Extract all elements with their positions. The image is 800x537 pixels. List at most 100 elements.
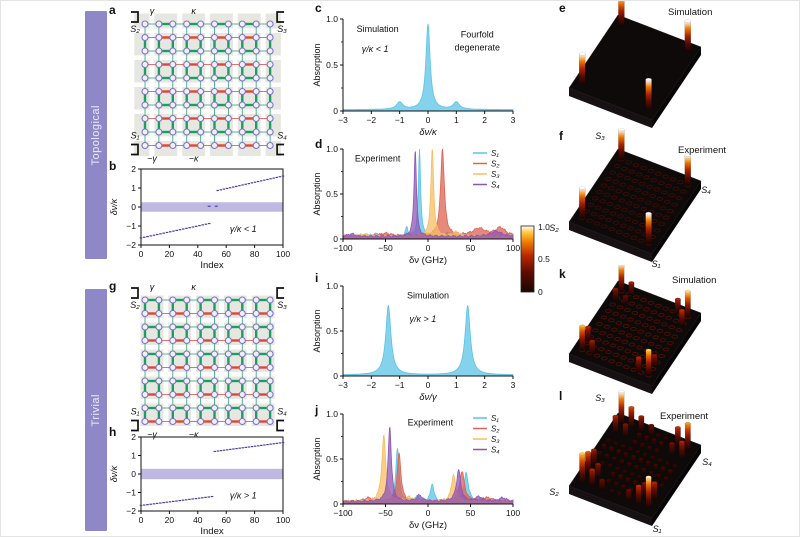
svg-text:80: 80 — [250, 249, 260, 259]
heat-colorbar: 1.0 0.5 0 — [520, 222, 550, 297]
series-sim — [342, 304, 514, 377]
sidebar-topological-label: Topological — [90, 104, 102, 166]
series-S₁ — [342, 448, 514, 505]
svg-text:50: 50 — [466, 508, 476, 518]
svg-text:S₁: S₁ — [131, 131, 140, 141]
panel-f-experiment-3d-bars: S₃ S₂ S₄ S₁ Experiment — [549, 127, 726, 269]
svg-text:Index: Index — [200, 260, 223, 271]
series-S₄ — [342, 151, 514, 240]
lattice-nodes — [141, 20, 274, 150]
svg-text:0: 0 — [139, 515, 144, 525]
series-S₂ — [342, 452, 514, 505]
svg-text:γ: γ — [150, 282, 155, 292]
panel-a-topological-lattice: γ κ −γ −κ S₂ S₃ S₁ S₄ — [130, 6, 287, 164]
svg-text:0: 0 — [333, 499, 338, 509]
panel-letter-l: l — [559, 389, 563, 403]
eigenvalue-points — [139, 175, 285, 239]
svg-text:−100: −100 — [333, 508, 352, 518]
panel-b-spectrum-chart: 0 20 40 60 80 100 −2 −1 0 1 2 γ/κ < 1 Index δν/κ — [109, 164, 290, 271]
svg-text:−2: −2 — [126, 506, 136, 516]
svg-text:−3: −3 — [338, 115, 348, 125]
svg-text:S₃: S₃ — [491, 435, 500, 444]
series-sim — [342, 23, 514, 112]
slab-top — [568, 14, 702, 121]
svg-text:Experiment: Experiment — [660, 411, 708, 422]
bandgap-band — [141, 202, 283, 212]
panel-letter-h: h — [109, 425, 117, 439]
panel-l-experiment-3d-bars: S₃ S₂ S₄ S₁ Experiment — [549, 389, 712, 534]
svg-text:0.5: 0.5 — [326, 189, 338, 199]
svg-text:0.5: 0.5 — [326, 326, 338, 336]
svg-text:S₂: S₂ — [491, 425, 499, 434]
svg-text:40: 40 — [193, 249, 203, 259]
panel-k-simulation-3d-bars: Simulation — [568, 265, 716, 394]
svg-text:1.0: 1.0 — [326, 409, 338, 419]
svg-text:δν/γ: δν/γ — [419, 392, 438, 402]
svg-text:−κ: −κ — [189, 154, 199, 164]
svg-text:0.5: 0.5 — [326, 60, 338, 70]
svg-text:0: 0 — [538, 287, 543, 297]
svg-text:Index: Index — [200, 526, 223, 537]
svg-text:γ/κ > 1: γ/κ > 1 — [230, 490, 257, 500]
svg-text:−γ: −γ — [147, 154, 157, 164]
svg-text:−50: −50 — [378, 508, 393, 518]
svg-text:δν (GHz): δν (GHz) — [409, 520, 447, 531]
panel-g-trivial-lattice: γ κ −γ −κ S₂ S₃ S₁ S₄ — [130, 282, 287, 440]
svg-text:S₄: S₄ — [277, 407, 287, 417]
svg-text:40: 40 — [193, 515, 203, 525]
svg-text:κ: κ — [191, 282, 196, 292]
svg-text:−1: −1 — [395, 115, 405, 125]
svg-text:0: 0 — [333, 371, 338, 381]
series-S₄ — [342, 427, 514, 505]
svg-text:Simulation: Simulation — [672, 275, 716, 286]
svg-text:γ/κ < 1: γ/κ < 1 — [230, 224, 257, 234]
svg-text:δν/κ: δν/κ — [109, 198, 119, 215]
panel-letter-j: j — [315, 403, 319, 417]
svg-text:S₄: S₄ — [277, 131, 287, 141]
svg-text:Simulation: Simulation — [407, 291, 449, 301]
svg-text:Experiment: Experiment — [408, 418, 454, 428]
svg-text:2: 2 — [482, 115, 487, 125]
svg-text:Absorption: Absorption — [312, 309, 322, 352]
svg-text:80: 80 — [250, 515, 260, 525]
sidebar-trivial-label: Trivial — [90, 393, 102, 427]
svg-text:−2: −2 — [366, 380, 376, 390]
svg-text:Absorption: Absorption — [312, 172, 322, 215]
svg-text:60: 60 — [221, 515, 231, 525]
panel-c-simulation-absorption-chart: −3 −2 −1 0 1 2 3 0 0.5 1.0 Simulation γ/κ < 1 Fourfo… — [312, 14, 516, 135]
svg-text:20: 20 — [165, 249, 175, 259]
svg-text:2: 2 — [131, 432, 136, 442]
svg-text:100: 100 — [506, 243, 520, 253]
svg-text:S₄: S₄ — [491, 181, 500, 190]
port-bracket — [276, 287, 285, 299]
svg-text:Experiment: Experiment — [678, 145, 726, 156]
colorbar-gradient — [520, 225, 535, 293]
svg-text:0: 0 — [333, 234, 338, 244]
series-S₃ — [342, 433, 514, 505]
svg-text:δν/κ: δν/κ — [109, 465, 119, 482]
svg-text:Fourfold: Fourfold — [461, 29, 494, 39]
svg-text:100: 100 — [276, 249, 290, 259]
svg-text:δν (GHz): δν (GHz) — [409, 255, 447, 266]
svg-text:Absorption: Absorption — [312, 437, 322, 480]
svg-text:0: 0 — [139, 249, 144, 259]
svg-text:γ/κ > 1: γ/κ > 1 — [410, 314, 437, 324]
svg-text:−1: −1 — [126, 221, 136, 231]
svg-text:κ: κ — [191, 6, 196, 16]
panel-letter-d: d — [315, 137, 323, 151]
port-bracket — [131, 11, 139, 23]
svg-text:3: 3 — [511, 115, 516, 125]
panel-letter-k: k — [559, 267, 566, 281]
svg-text:1: 1 — [131, 183, 136, 193]
svg-text:0: 0 — [333, 106, 338, 116]
svg-text:γ/κ < 1: γ/κ < 1 — [362, 44, 389, 54]
panel-h-spectrum-chart: 0 20 40 60 80 100 −2 −1 0 1 2 γ/κ > 1 Index δν/κ — [109, 432, 290, 537]
svg-text:50: 50 — [466, 243, 476, 253]
svg-text:1.0: 1.0 — [326, 281, 338, 291]
svg-text:−γ: −γ — [147, 430, 157, 440]
svg-text:0: 0 — [426, 243, 431, 253]
svg-text:S₂: S₂ — [491, 160, 499, 169]
svg-text:100: 100 — [506, 508, 520, 518]
